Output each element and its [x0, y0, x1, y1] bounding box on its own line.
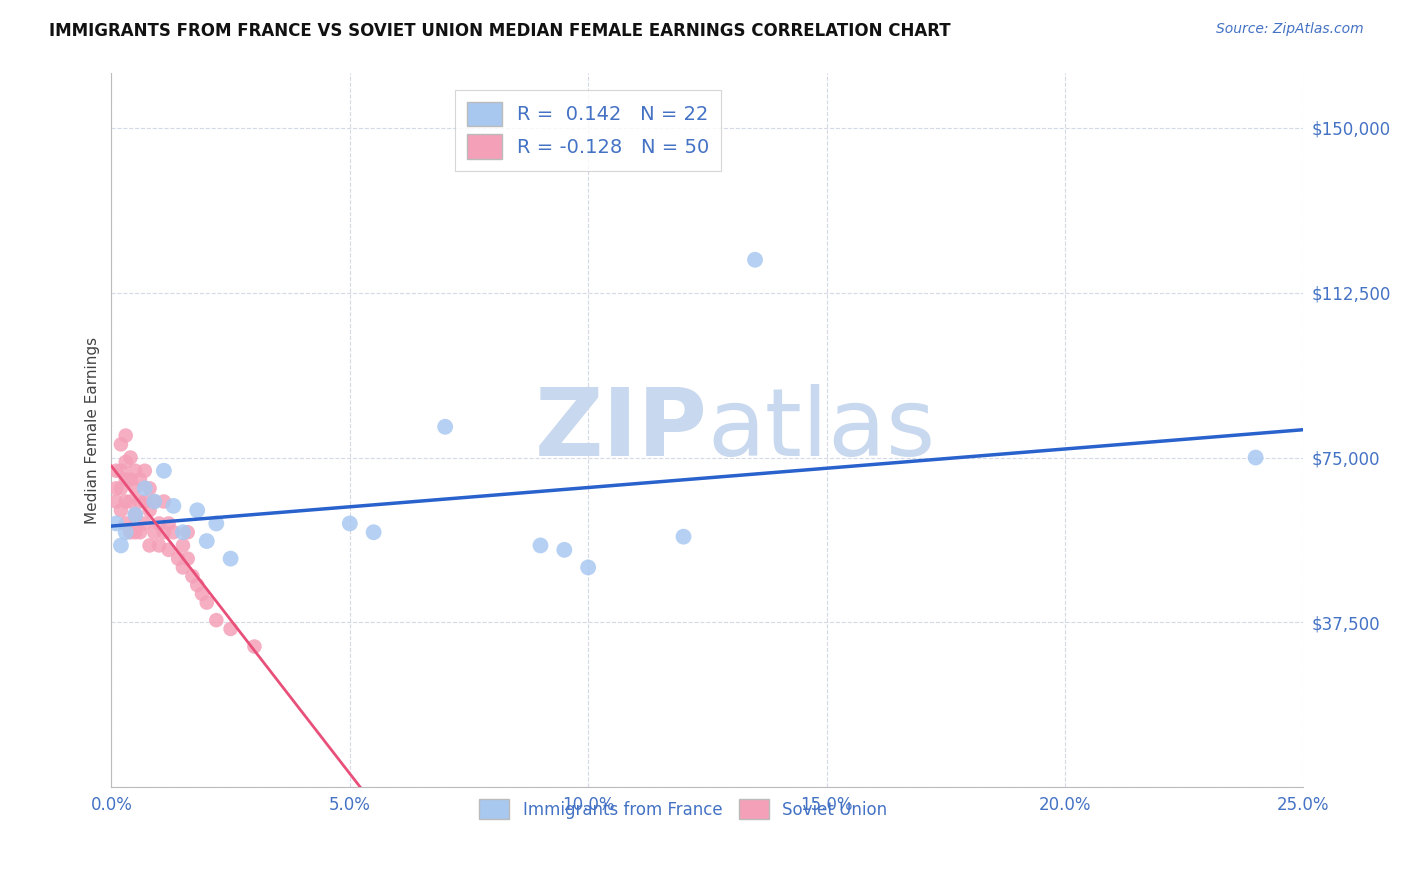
Point: [1244, 450, 1267, 465]
Point: [157, 516, 180, 531]
Point: [129, 494, 152, 508]
Point: [105, 494, 128, 508]
Point: [553, 542, 575, 557]
Point: [363, 525, 385, 540]
Point: [138, 503, 160, 517]
Point: [243, 640, 266, 654]
Point: [186, 578, 208, 592]
Point: [181, 569, 204, 583]
Point: [195, 596, 218, 610]
Point: [134, 481, 156, 495]
Point: [148, 516, 170, 531]
Point: [143, 494, 166, 508]
Point: [138, 481, 160, 495]
Point: [110, 538, 132, 552]
Point: [120, 473, 142, 487]
Text: ZIP: ZIP: [534, 384, 707, 476]
Point: [114, 525, 136, 540]
Point: [186, 503, 208, 517]
Point: [134, 494, 156, 508]
Point: [114, 473, 136, 487]
Point: [162, 525, 184, 540]
Point: [172, 525, 194, 540]
Text: IMMIGRANTS FROM FRANCE VS SOVIET UNION MEDIAN FEMALE EARNINGS CORRELATION CHART: IMMIGRANTS FROM FRANCE VS SOVIET UNION M…: [49, 22, 950, 40]
Point: [172, 538, 194, 552]
Y-axis label: Median Female Earnings: Median Female Earnings: [86, 336, 100, 524]
Point: [153, 525, 176, 540]
Text: atlas: atlas: [707, 384, 935, 476]
Point: [153, 494, 176, 508]
Point: [105, 464, 128, 478]
Point: [205, 613, 228, 627]
Point: [176, 551, 198, 566]
Point: [105, 481, 128, 495]
Point: [114, 494, 136, 508]
Point: [120, 450, 142, 465]
Point: [191, 587, 214, 601]
Point: [205, 516, 228, 531]
Point: [110, 481, 132, 495]
Point: [124, 481, 146, 495]
Point: [143, 494, 166, 508]
Point: [167, 551, 190, 566]
Point: [219, 551, 242, 566]
Point: [124, 508, 146, 522]
Point: [110, 437, 132, 451]
Point: [576, 560, 599, 574]
Point: [339, 516, 361, 531]
Point: [129, 473, 152, 487]
Point: [124, 508, 146, 522]
Point: [176, 525, 198, 540]
Point: [120, 525, 142, 540]
Point: [148, 538, 170, 552]
Point: [219, 622, 242, 636]
Point: [172, 560, 194, 574]
Point: [434, 419, 457, 434]
Point: [138, 538, 160, 552]
Point: [105, 516, 128, 531]
Point: [153, 464, 176, 478]
Legend: Immigrants from France, Soviet Union: Immigrants from France, Soviet Union: [472, 793, 894, 825]
Point: [110, 503, 132, 517]
Point: [143, 525, 166, 540]
Point: [124, 464, 146, 478]
Point: [120, 494, 142, 508]
Point: [114, 428, 136, 442]
Point: [162, 499, 184, 513]
Point: [195, 534, 218, 549]
Point: [110, 464, 132, 478]
Point: [134, 464, 156, 478]
Point: [157, 542, 180, 557]
Point: [529, 538, 551, 552]
Point: [114, 516, 136, 531]
Point: [124, 525, 146, 540]
Point: [744, 252, 766, 267]
Point: [114, 455, 136, 469]
Point: [129, 525, 152, 540]
Text: Source: ZipAtlas.com: Source: ZipAtlas.com: [1216, 22, 1364, 37]
Point: [672, 530, 695, 544]
Point: [134, 516, 156, 531]
